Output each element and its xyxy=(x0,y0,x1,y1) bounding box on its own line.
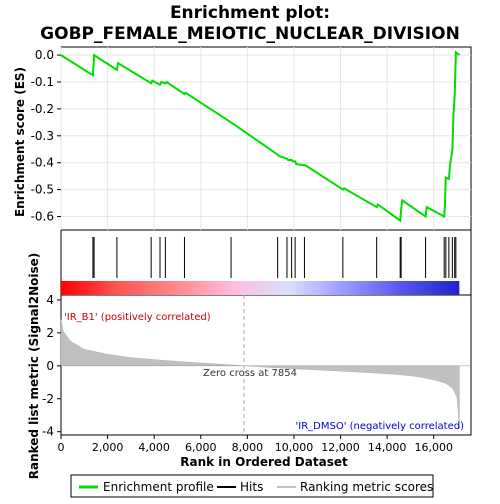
metric-tick-label: -4 xyxy=(42,425,54,439)
x-tick-label: 2,000 xyxy=(92,441,124,454)
es-panel-frame xyxy=(60,46,472,231)
x-tick-label: 0 xyxy=(58,441,65,454)
metric-y-axis-label: Ranked list metric (Signal2Noise) xyxy=(27,253,41,480)
metric-area-path xyxy=(60,319,460,429)
legend-metric-label: Ranking metric scores xyxy=(300,480,433,494)
ranking-metric-area xyxy=(60,295,471,435)
metric-y-axis: 4 2 0 -2 -4 xyxy=(42,293,61,439)
pos-corr-label: 'IR_B1' (positively correlated) xyxy=(64,312,211,323)
es-tick-label: 0.0 xyxy=(35,48,54,62)
es-tick-label: -0.1 xyxy=(31,75,54,89)
metric-tick-label: 0 xyxy=(46,359,54,373)
es-y-axis-label: Enrichment score (ES) xyxy=(13,67,27,217)
legend-box xyxy=(70,474,434,498)
legend: Enrichment profile Hits Ranking metric s… xyxy=(70,474,434,498)
es-tick-label: -0.3 xyxy=(31,129,54,143)
metric-tick-label: -2 xyxy=(42,392,54,406)
hit-markers xyxy=(92,237,457,278)
x-tick-label: 12,000 xyxy=(321,441,360,454)
chart-title-line2: GOBP_FEMALE_MEIOTIC_NUCLEAR_DIVISION xyxy=(40,24,460,44)
es-tick-label: -0.2 xyxy=(31,102,54,116)
enrichment-profile xyxy=(60,50,461,223)
es-tick-label: -0.5 xyxy=(31,183,54,197)
x-axis: 0 2,000 4,000 6,000 8,000 10,000 12,000 14,000 1… xyxy=(58,435,453,454)
rank-colorbar xyxy=(61,281,460,295)
neg-corr-label: 'IR_DMSO' (negatively correlated) xyxy=(296,421,465,432)
es-tick-label: -0.4 xyxy=(31,156,54,170)
es-y-axis: 0.0 -0.1 -0.2 -0.3 -0.4 -0.5 -0.6 xyxy=(31,48,61,224)
zero-cross-label: Zero cross at 7854 xyxy=(203,368,297,379)
chart-title-line1: Enrichment plot: xyxy=(170,3,330,23)
x-axis-label: Rank in Ordered Dataset xyxy=(180,455,348,469)
es-tick-label: -0.6 xyxy=(31,210,54,224)
legend-es-label: Enrichment profile xyxy=(103,480,214,494)
legend-hits-label: Hits xyxy=(240,480,263,494)
x-tick-label: 6,000 xyxy=(185,441,217,454)
colorbar-rect xyxy=(61,281,460,295)
x-tick-label: 4,000 xyxy=(138,441,170,454)
x-tick-label: 14,000 xyxy=(368,441,407,454)
es-grid xyxy=(60,47,471,230)
metric-tick-label: 2 xyxy=(46,326,54,340)
metric-tick-label: 4 xyxy=(46,293,54,307)
es-series-line xyxy=(60,50,461,223)
x-tick-label: 10,000 xyxy=(275,441,314,454)
x-tick-label: 16,000 xyxy=(414,441,453,454)
x-tick-label: 8,000 xyxy=(232,441,264,454)
